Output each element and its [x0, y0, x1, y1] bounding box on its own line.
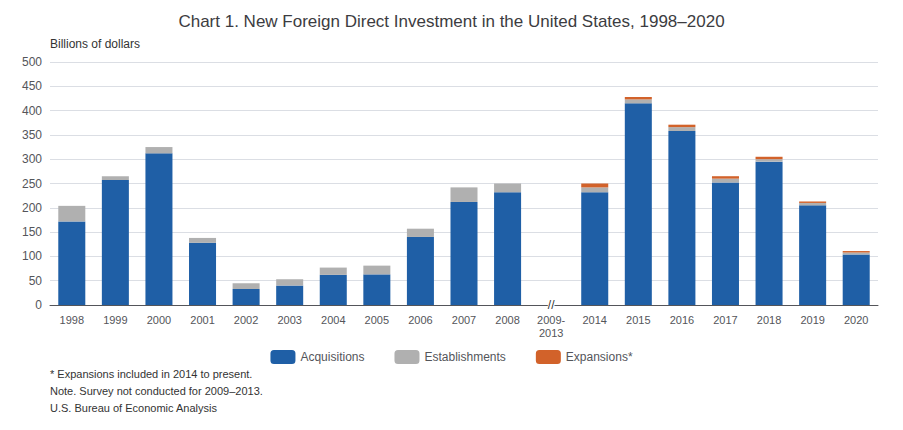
svg-text:2001: 2001: [190, 314, 214, 326]
svg-text:Establishments: Establishments: [424, 350, 505, 364]
svg-text:Expansions*: Expansions*: [566, 350, 633, 364]
svg-text:2018: 2018: [757, 314, 781, 326]
svg-text:2015: 2015: [626, 314, 650, 326]
svg-text:2009-: 2009-: [537, 314, 565, 326]
svg-text:* Expansions included in 2014: * Expansions included in 2014 to present…: [50, 368, 252, 380]
svg-text:2014: 2014: [582, 314, 606, 326]
svg-text:2005: 2005: [365, 314, 389, 326]
svg-text:Note. Survey not conducted for: Note. Survey not conducted for 2009–2013…: [50, 385, 263, 397]
svg-text:Acquisitions: Acquisitions: [300, 350, 364, 364]
svg-text:2013: 2013: [539, 327, 563, 339]
svg-text:150: 150: [22, 225, 42, 239]
svg-text:2002: 2002: [234, 314, 258, 326]
svg-text:2004: 2004: [321, 314, 345, 326]
svg-text:2019: 2019: [800, 314, 824, 326]
svg-text:200: 200: [22, 201, 42, 215]
svg-text:2006: 2006: [408, 314, 432, 326]
svg-text:2020: 2020: [844, 314, 868, 326]
svg-text:2008: 2008: [495, 314, 519, 326]
svg-text:400: 400: [22, 104, 42, 118]
svg-text:1999: 1999: [103, 314, 127, 326]
svg-text:50: 50: [29, 274, 43, 288]
svg-text://: //: [548, 298, 555, 312]
svg-text:Billions of dollars: Billions of dollars: [50, 37, 140, 51]
svg-text:2000: 2000: [147, 314, 171, 326]
svg-text:2007: 2007: [452, 314, 476, 326]
svg-text:Chart 1. New Foreign Direct In: Chart 1. New Foreign Direct Investment i…: [178, 12, 724, 31]
svg-text:250: 250: [22, 177, 42, 191]
svg-text:2017: 2017: [713, 314, 737, 326]
svg-text:0: 0: [35, 298, 42, 312]
svg-text:2016: 2016: [670, 314, 694, 326]
svg-text:U.S. Bureau of Economic Analys: U.S. Bureau of Economic Analysis: [50, 402, 217, 414]
svg-text:100: 100: [22, 249, 42, 263]
svg-text:2003: 2003: [277, 314, 301, 326]
svg-text:1998: 1998: [60, 314, 84, 326]
svg-text:350: 350: [22, 128, 42, 142]
svg-text:300: 300: [22, 152, 42, 166]
svg-text:500: 500: [22, 55, 42, 69]
svg-text:450: 450: [22, 79, 42, 93]
